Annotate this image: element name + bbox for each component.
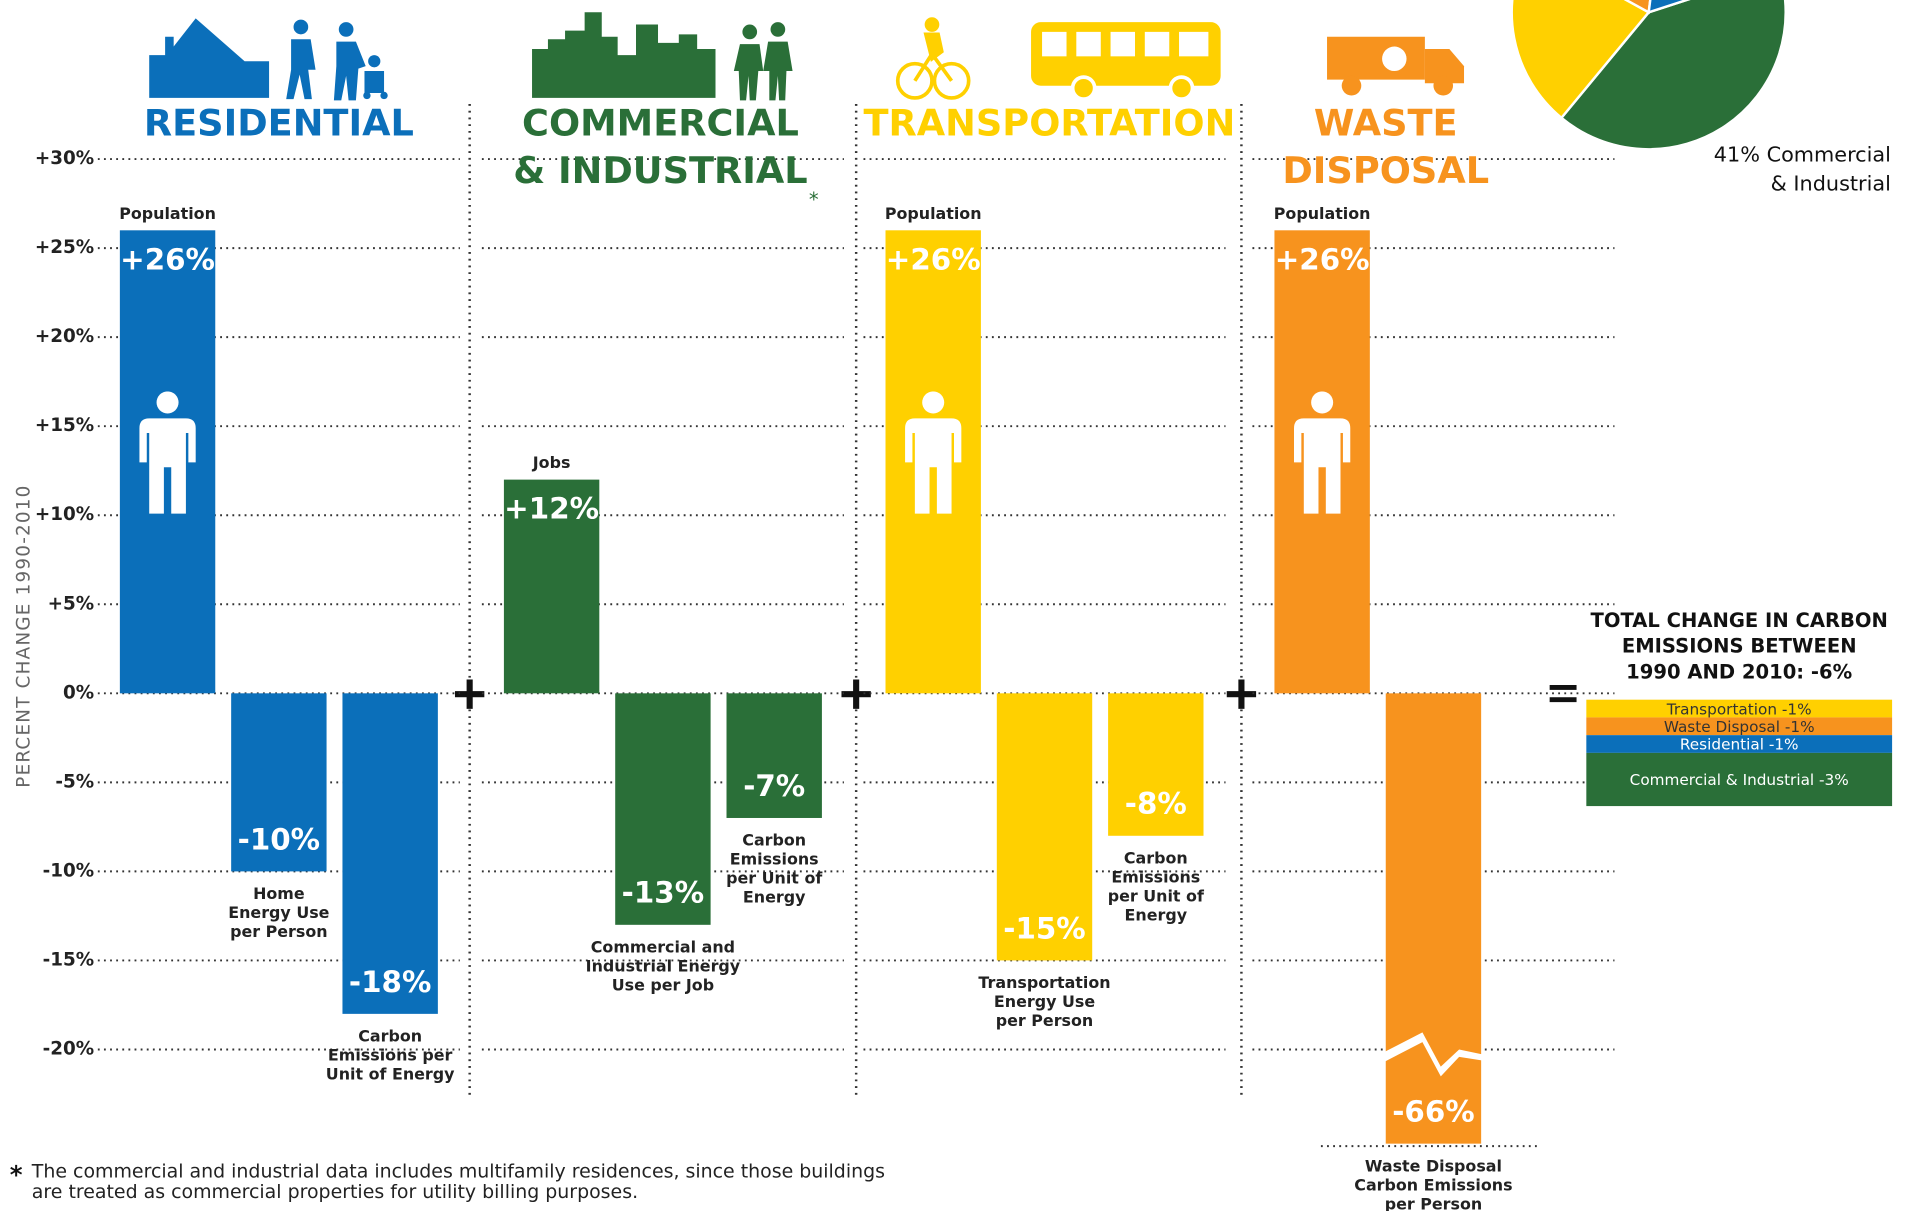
bar — [231, 693, 327, 872]
category-label: Population — [1274, 204, 1371, 223]
category-label: Emissions — [1111, 867, 1200, 886]
residential-icons — [149, 18, 388, 101]
category-label: Carbon — [1124, 849, 1188, 868]
total-segment — [1586, 699, 1893, 718]
category-label: Jobs — [532, 453, 571, 472]
y-tick-label: +25% — [35, 237, 94, 258]
bar — [342, 693, 438, 1014]
y-tick-label: 0% — [63, 682, 94, 703]
pie-slice — [1647, 0, 1691, 15]
y-tick-label: +5% — [48, 593, 94, 614]
pie-slice — [1623, 0, 1652, 15]
bar — [503, 479, 600, 694]
commercial-icons — [532, 12, 793, 101]
bar — [1385, 693, 1482, 1144]
group-title: DISPOSAL — [1282, 149, 1489, 192]
category-label: Population — [885, 204, 982, 223]
bar — [996, 693, 1093, 961]
value-label: -18% — [349, 965, 431, 999]
category-label: Energy — [1125, 905, 1188, 924]
bar — [1108, 693, 1204, 836]
bar — [615, 693, 711, 925]
category-label: per Person — [230, 922, 327, 941]
category-label: Industrial Energy — [586, 957, 741, 976]
value-label: -13% — [622, 876, 704, 910]
total-segment — [1586, 735, 1893, 753]
y-tick-label: -20% — [43, 1038, 94, 1059]
value-label: -66% — [1392, 1095, 1474, 1129]
category-label: Energy — [743, 888, 806, 907]
y-tick-label: -5% — [55, 771, 94, 792]
pie-label: 41% Commercial — [1714, 142, 1891, 166]
total-segment-label: Waste Disposal -1% — [1664, 718, 1815, 736]
group-title: RESIDENTIAL — [144, 101, 414, 144]
footnote-marker: * — [809, 188, 819, 211]
footnote-text: The commercial and industrial data inclu… — [31, 1160, 885, 1182]
value-label: -15% — [1003, 911, 1085, 945]
value-label: +26% — [886, 242, 981, 276]
category-label: Use per Job — [612, 975, 714, 994]
category-label: Unit of Energy — [326, 1065, 455, 1084]
category-label: Energy Use — [994, 992, 1095, 1011]
category-label: Waste Disposal — [1365, 1156, 1502, 1175]
group-title: WASTE — [1314, 101, 1458, 144]
category-label: Carbon — [358, 1027, 422, 1046]
footnote-text: are treated as commercial properties for… — [32, 1181, 638, 1203]
operators — [454, 679, 1577, 709]
group-title: COMMERCIAL — [522, 101, 799, 144]
y-tick-label: -15% — [43, 949, 94, 970]
value-label: -8% — [1125, 787, 1187, 821]
total-title: TOTAL CHANGE IN CARBON — [1591, 609, 1888, 632]
y-tick-label: -10% — [43, 860, 94, 881]
pie-slice — [1559, 0, 1787, 151]
category-label: Energy Use — [228, 903, 329, 922]
category-label: Home — [253, 884, 305, 903]
total-title: EMISSIONS BETWEEN — [1622, 635, 1857, 658]
category-label: Commercial and — [591, 938, 735, 957]
category-label: per Unit of — [726, 869, 823, 888]
axis-break — [1384, 1032, 1483, 1077]
group-title: & INDUSTRIAL — [513, 149, 808, 192]
category-label: Emissions — [730, 850, 819, 869]
pie-label: & Industrial — [1771, 172, 1891, 196]
category-label: per Person — [1385, 1194, 1482, 1211]
total-segment-label: Commercial & Industrial -3% — [1630, 771, 1849, 789]
y-tick-label: +30% — [35, 148, 94, 169]
y-tick-label: +10% — [35, 504, 94, 525]
waste-icons — [1327, 36, 1465, 96]
pie-slice — [1510, 0, 1651, 120]
group-title: TRANSPORTATION — [864, 101, 1236, 144]
category-label: Carbon Emissions — [1354, 1175, 1512, 1194]
category-label: Emissions per — [328, 1046, 453, 1065]
y-tick-label: +15% — [35, 415, 94, 436]
category-label: per Unit of — [1108, 886, 1205, 905]
value-label: +12% — [504, 492, 599, 526]
bar — [726, 693, 822, 818]
total-title: 1990 AND 2010: -6% — [1626, 660, 1852, 683]
value-label: -7% — [743, 769, 805, 803]
value-label: +26% — [1275, 242, 1370, 276]
total-segment-label: Residential -1% — [1680, 736, 1799, 754]
total-segment-label: Transportation -1% — [1666, 700, 1812, 718]
y-axis-title: PERCENT CHANGE 1990-2010 — [13, 484, 34, 787]
category-label: Population — [119, 204, 216, 223]
category-label: Transportation — [978, 973, 1110, 992]
transportation-icons — [895, 17, 1221, 101]
total-segment — [1586, 752, 1893, 807]
footnote-marker: * — [10, 1161, 23, 1190]
category-label: per Person — [996, 1011, 1093, 1030]
total-segment — [1586, 717, 1893, 736]
value-label: -10% — [238, 822, 320, 856]
category-label: Carbon — [742, 831, 806, 850]
y-tick-label: +20% — [35, 326, 94, 347]
value-label: +26% — [120, 242, 215, 276]
